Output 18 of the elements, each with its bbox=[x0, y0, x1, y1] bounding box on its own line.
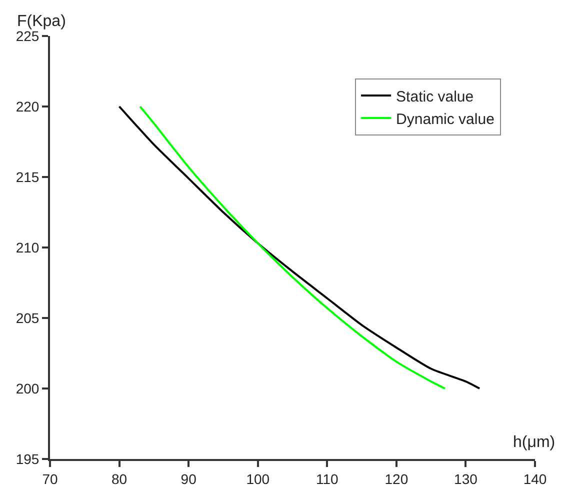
x-tick-label: 130 bbox=[454, 470, 478, 487]
x-tick-label: 140 bbox=[523, 470, 547, 487]
y-tick-label: 195 bbox=[16, 450, 40, 467]
y-tick-label: 200 bbox=[16, 380, 40, 396]
x-tick-label: 120 bbox=[384, 470, 408, 487]
y-tick-label: 205 bbox=[16, 310, 40, 326]
y-tick-label: 215 bbox=[16, 168, 40, 185]
legend-label: Static value bbox=[396, 88, 474, 106]
x-tick-label: 100 bbox=[246, 470, 270, 487]
y-tick-label: 210 bbox=[16, 239, 40, 256]
x-tick-label: 90 bbox=[180, 470, 197, 487]
y-tick-label: 220 bbox=[16, 98, 40, 114]
x-tick-label: 80 bbox=[112, 470, 128, 487]
x-tick-label: 70 bbox=[42, 470, 58, 487]
x-axis-title: h(μm) bbox=[513, 434, 556, 451]
legend-label: Dynamic value bbox=[396, 110, 494, 128]
y-axis-title: F(Kpa) bbox=[17, 13, 66, 30]
x-tick-label: 110 bbox=[316, 470, 339, 487]
